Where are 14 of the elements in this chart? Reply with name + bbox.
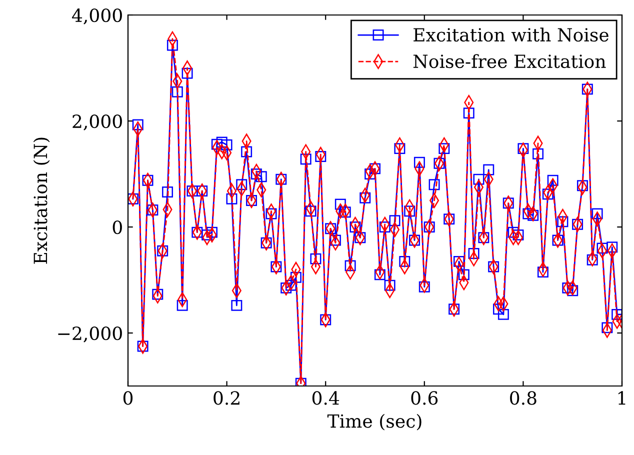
legend-label: Excitation with Noise <box>414 28 608 42</box>
y-axis-title: Excitation (N) <box>33 138 50 264</box>
x-tick-label: 1 <box>618 391 626 405</box>
y-tick-label: 4,000 <box>72 8 122 24</box>
x-tick-label: 0.8 <box>510 391 536 405</box>
x-tick-label: 0.2 <box>214 391 240 405</box>
x-tick-label: 0.4 <box>312 391 340 405</box>
x-tick-label: 0 <box>123 391 133 405</box>
x-axis-title: Time (sec) <box>327 414 422 430</box>
y-tick-label: 0 <box>112 220 122 234</box>
legend-label: Noise-free Excitation <box>413 54 606 68</box>
x-tick-label: 0.6 <box>411 391 438 405</box>
y-tick-label: 2,000 <box>72 114 122 130</box>
y-tick-label: −2,000 <box>58 326 122 342</box>
